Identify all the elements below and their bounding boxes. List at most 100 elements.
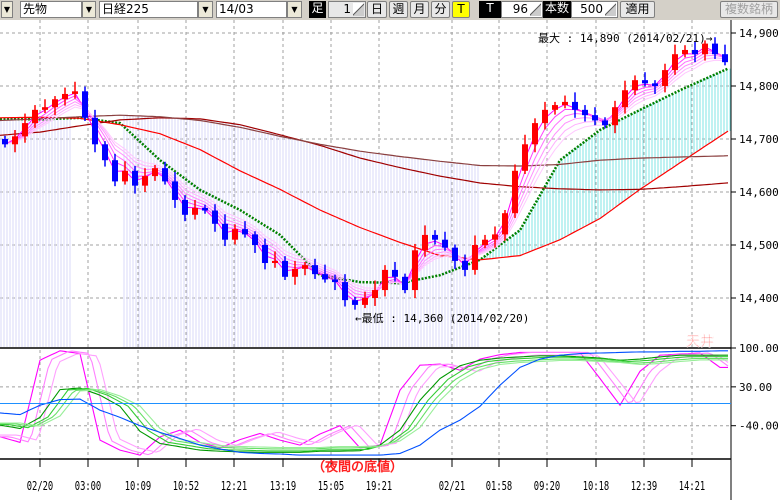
candle-body bbox=[652, 83, 658, 86]
period-month-button[interactable]: 月 bbox=[410, 1, 429, 18]
candle-body bbox=[292, 268, 298, 277]
oscillator-line bbox=[0, 359, 728, 449]
period-week-button[interactable]: 週 bbox=[389, 1, 408, 18]
candle-body bbox=[642, 80, 648, 84]
time-tick-label: 14:21 bbox=[679, 480, 705, 494]
candle-body bbox=[382, 269, 388, 291]
candle-body bbox=[222, 223, 228, 240]
time-tick-label: 02/21 bbox=[439, 480, 465, 494]
price-tick-label: 14,800 bbox=[739, 80, 779, 93]
candle-body bbox=[352, 300, 358, 305]
candle-body bbox=[572, 101, 578, 110]
moving-average-line bbox=[0, 117, 729, 191]
tick-value: 96 bbox=[512, 2, 528, 16]
candle-body bbox=[432, 234, 438, 240]
max-price-annotation: 最大 : 14,890 (2014/02/21)→ bbox=[538, 31, 713, 45]
spinner-icon[interactable] bbox=[530, 3, 541, 16]
candle-body bbox=[502, 213, 508, 235]
candle-body bbox=[452, 247, 458, 261]
index-select[interactable]: 日経225 bbox=[99, 1, 198, 18]
candle-body bbox=[712, 43, 718, 55]
price-tick-label: 14,500 bbox=[739, 239, 779, 252]
moving-average-line bbox=[0, 116, 729, 261]
oscillator-line bbox=[0, 350, 729, 456]
instrument-type-select[interactable]: 先物 bbox=[20, 1, 82, 18]
price-tick-label: 14,700 bbox=[739, 133, 779, 146]
bar-count-value: 1 bbox=[343, 2, 351, 16]
candle-body bbox=[402, 276, 408, 291]
menu-dropdown-arrow[interactable]: ▼ bbox=[1, 1, 13, 18]
oscillator-tick-label: 30.00 bbox=[739, 381, 772, 394]
candle-body bbox=[32, 109, 38, 124]
candle-body bbox=[212, 210, 218, 224]
spinner-icon[interactable] bbox=[353, 3, 364, 16]
time-tick-label: 10:09 bbox=[125, 480, 151, 494]
bar-count-spinner[interactable]: 1 bbox=[328, 1, 366, 18]
candle-body bbox=[272, 260, 278, 264]
candle-body bbox=[672, 54, 678, 71]
time-tick-label: 12:21 bbox=[221, 480, 247, 494]
price-tick-label: 14,900 bbox=[739, 27, 779, 40]
oscillator-tick-label: 100.00 bbox=[739, 342, 779, 355]
candle-body bbox=[362, 298, 368, 305]
moving-average-line bbox=[0, 114, 729, 167]
apply-button[interactable]: 適用 bbox=[620, 1, 655, 18]
candle-body bbox=[702, 43, 708, 55]
contract-dropdown-arrow[interactable]: ▼ bbox=[287, 1, 302, 18]
toolbar: ▼ 先物 ▼ 日経225 ▼ 14/03 ▼ 足 1 日 週 月 分 T T 9… bbox=[0, 0, 780, 20]
candle-body bbox=[482, 239, 488, 245]
candle-body bbox=[662, 70, 668, 86]
oscillator-line bbox=[0, 350, 728, 456]
candle-body bbox=[392, 269, 398, 277]
oscillator-tick-label: -40.00 bbox=[739, 420, 779, 433]
spinner-icon[interactable] bbox=[605, 3, 616, 16]
tick-spinner[interactable]: 96 bbox=[501, 1, 543, 18]
time-tick-label: 02/20 bbox=[27, 480, 53, 494]
candle-body bbox=[322, 274, 328, 280]
candle-body bbox=[512, 170, 518, 214]
count-value: 500 bbox=[580, 2, 603, 16]
count-spinner[interactable]: 500 bbox=[571, 1, 618, 18]
oscillator-line bbox=[0, 356, 728, 452]
candle-body bbox=[152, 168, 158, 177]
period-day-button[interactable]: 日 bbox=[367, 1, 387, 18]
time-tick-label: 19:21 bbox=[366, 480, 392, 494]
candle-body bbox=[262, 245, 268, 264]
candle-body bbox=[612, 107, 618, 126]
candle-body bbox=[592, 115, 598, 121]
candle-body bbox=[92, 117, 98, 145]
candle-body bbox=[532, 123, 538, 145]
candle-body bbox=[462, 260, 468, 270]
candle-body bbox=[422, 234, 428, 251]
tick-label: T bbox=[479, 1, 501, 18]
bar-label: 足 bbox=[309, 1, 326, 18]
index-dropdown-arrow[interactable]: ▼ bbox=[198, 1, 213, 18]
candle-body bbox=[552, 105, 558, 110]
candle-body bbox=[122, 170, 128, 182]
candle-body bbox=[602, 120, 608, 126]
period-minute-button[interactable]: 分 bbox=[431, 1, 450, 18]
candle-body bbox=[412, 250, 418, 291]
time-tick-label: 10:18 bbox=[583, 480, 609, 494]
candle-body bbox=[522, 144, 528, 171]
time-tick-label: 13:19 bbox=[270, 480, 296, 494]
candle-body bbox=[632, 80, 638, 91]
time-tick-label: 09:20 bbox=[534, 480, 560, 494]
candle-body bbox=[82, 91, 88, 118]
candle-body bbox=[442, 239, 448, 248]
candle-body bbox=[492, 234, 498, 240]
time-tick-label: 15:05 bbox=[318, 480, 344, 494]
candle-body bbox=[2, 139, 8, 145]
contract-select[interactable]: 14/03 bbox=[216, 1, 287, 18]
period-tick-button[interactable]: T bbox=[452, 1, 470, 18]
count-label: 本数 bbox=[543, 1, 571, 18]
instrument-type-dropdown-arrow[interactable]: ▼ bbox=[82, 1, 96, 18]
candle-body bbox=[132, 170, 138, 186]
candle-body bbox=[312, 265, 318, 275]
candle-body bbox=[282, 260, 288, 277]
price-tick-label: 14,600 bbox=[739, 186, 779, 199]
time-tick-label: 03:00 bbox=[75, 480, 101, 494]
candle-body bbox=[142, 176, 148, 186]
time-tick-label: 10:52 bbox=[173, 480, 199, 494]
